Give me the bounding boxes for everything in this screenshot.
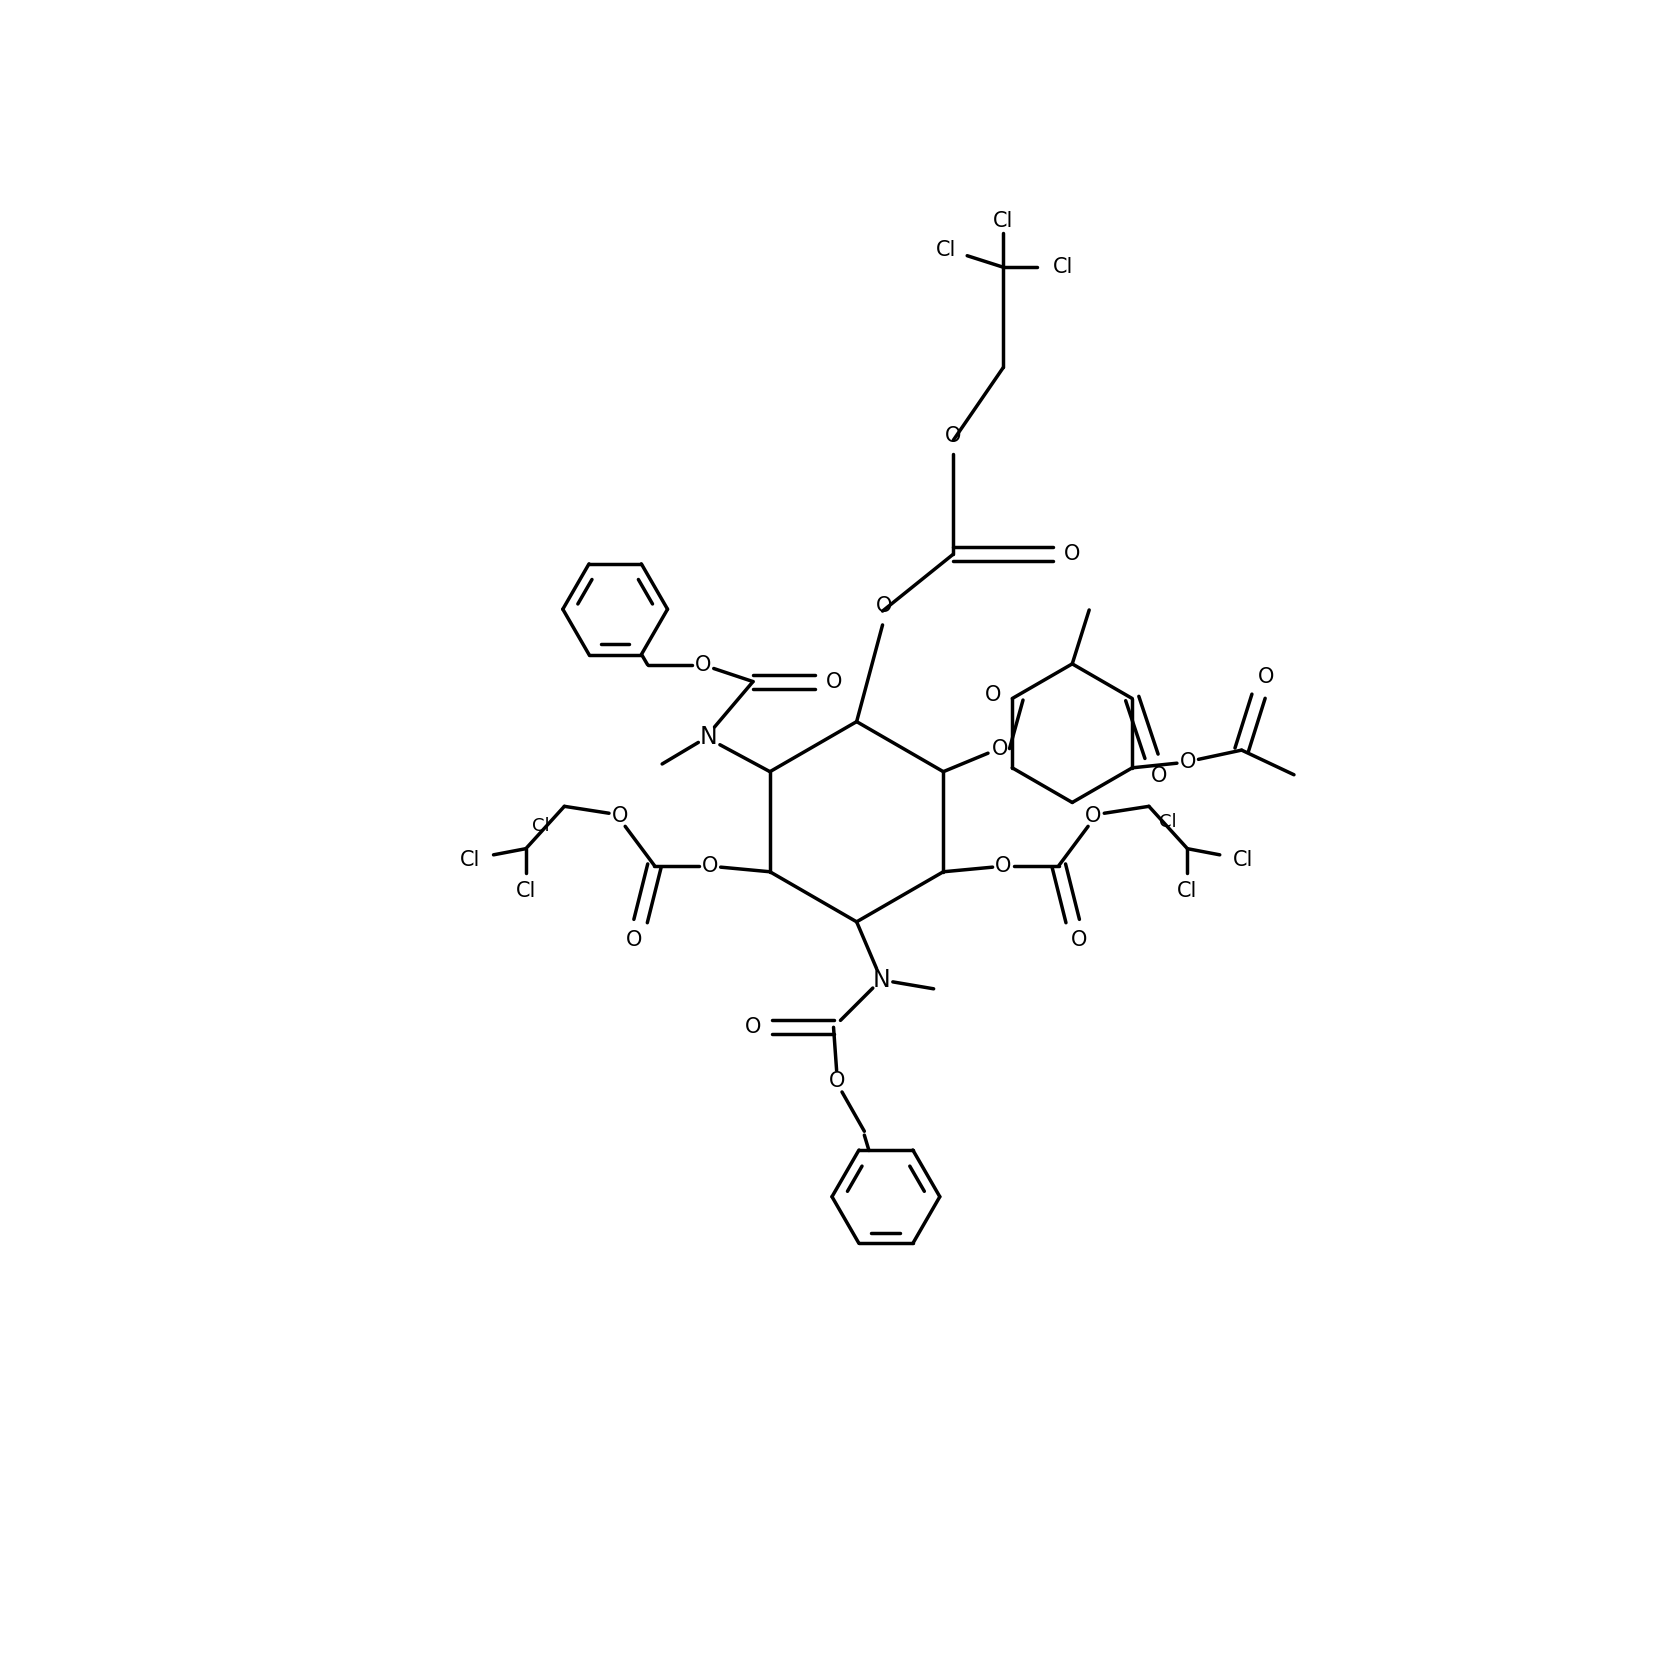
Text: Cl: Cl [1053,258,1073,278]
Text: Cl: Cl [994,211,1014,231]
Text: O: O [627,930,642,950]
Text: O: O [996,855,1012,876]
Text: O: O [744,1018,761,1038]
Text: O: O [985,685,1001,705]
Text: Cl: Cl [1232,850,1254,870]
Text: O: O [877,595,892,615]
Text: Cl: Cl [1160,813,1177,832]
Text: O: O [702,855,717,876]
Text: O: O [1151,765,1168,785]
Text: Cl: Cl [533,817,550,835]
Text: O: O [992,738,1009,758]
Text: O: O [1180,752,1197,772]
Text: O: O [1086,805,1101,825]
Text: N: N [699,725,717,748]
Text: O: O [696,655,711,675]
Text: O: O [1064,544,1079,564]
Text: O: O [612,805,628,825]
Text: Cl: Cl [935,241,955,261]
Text: O: O [826,672,841,692]
Text: O: O [945,426,962,446]
Text: O: O [1071,930,1088,950]
Text: Cl: Cl [461,850,481,870]
Text: N: N [873,968,890,991]
Text: O: O [830,1071,846,1091]
Text: O: O [1259,667,1274,687]
Text: Cl: Cl [516,881,536,901]
Text: Cl: Cl [1177,881,1198,901]
